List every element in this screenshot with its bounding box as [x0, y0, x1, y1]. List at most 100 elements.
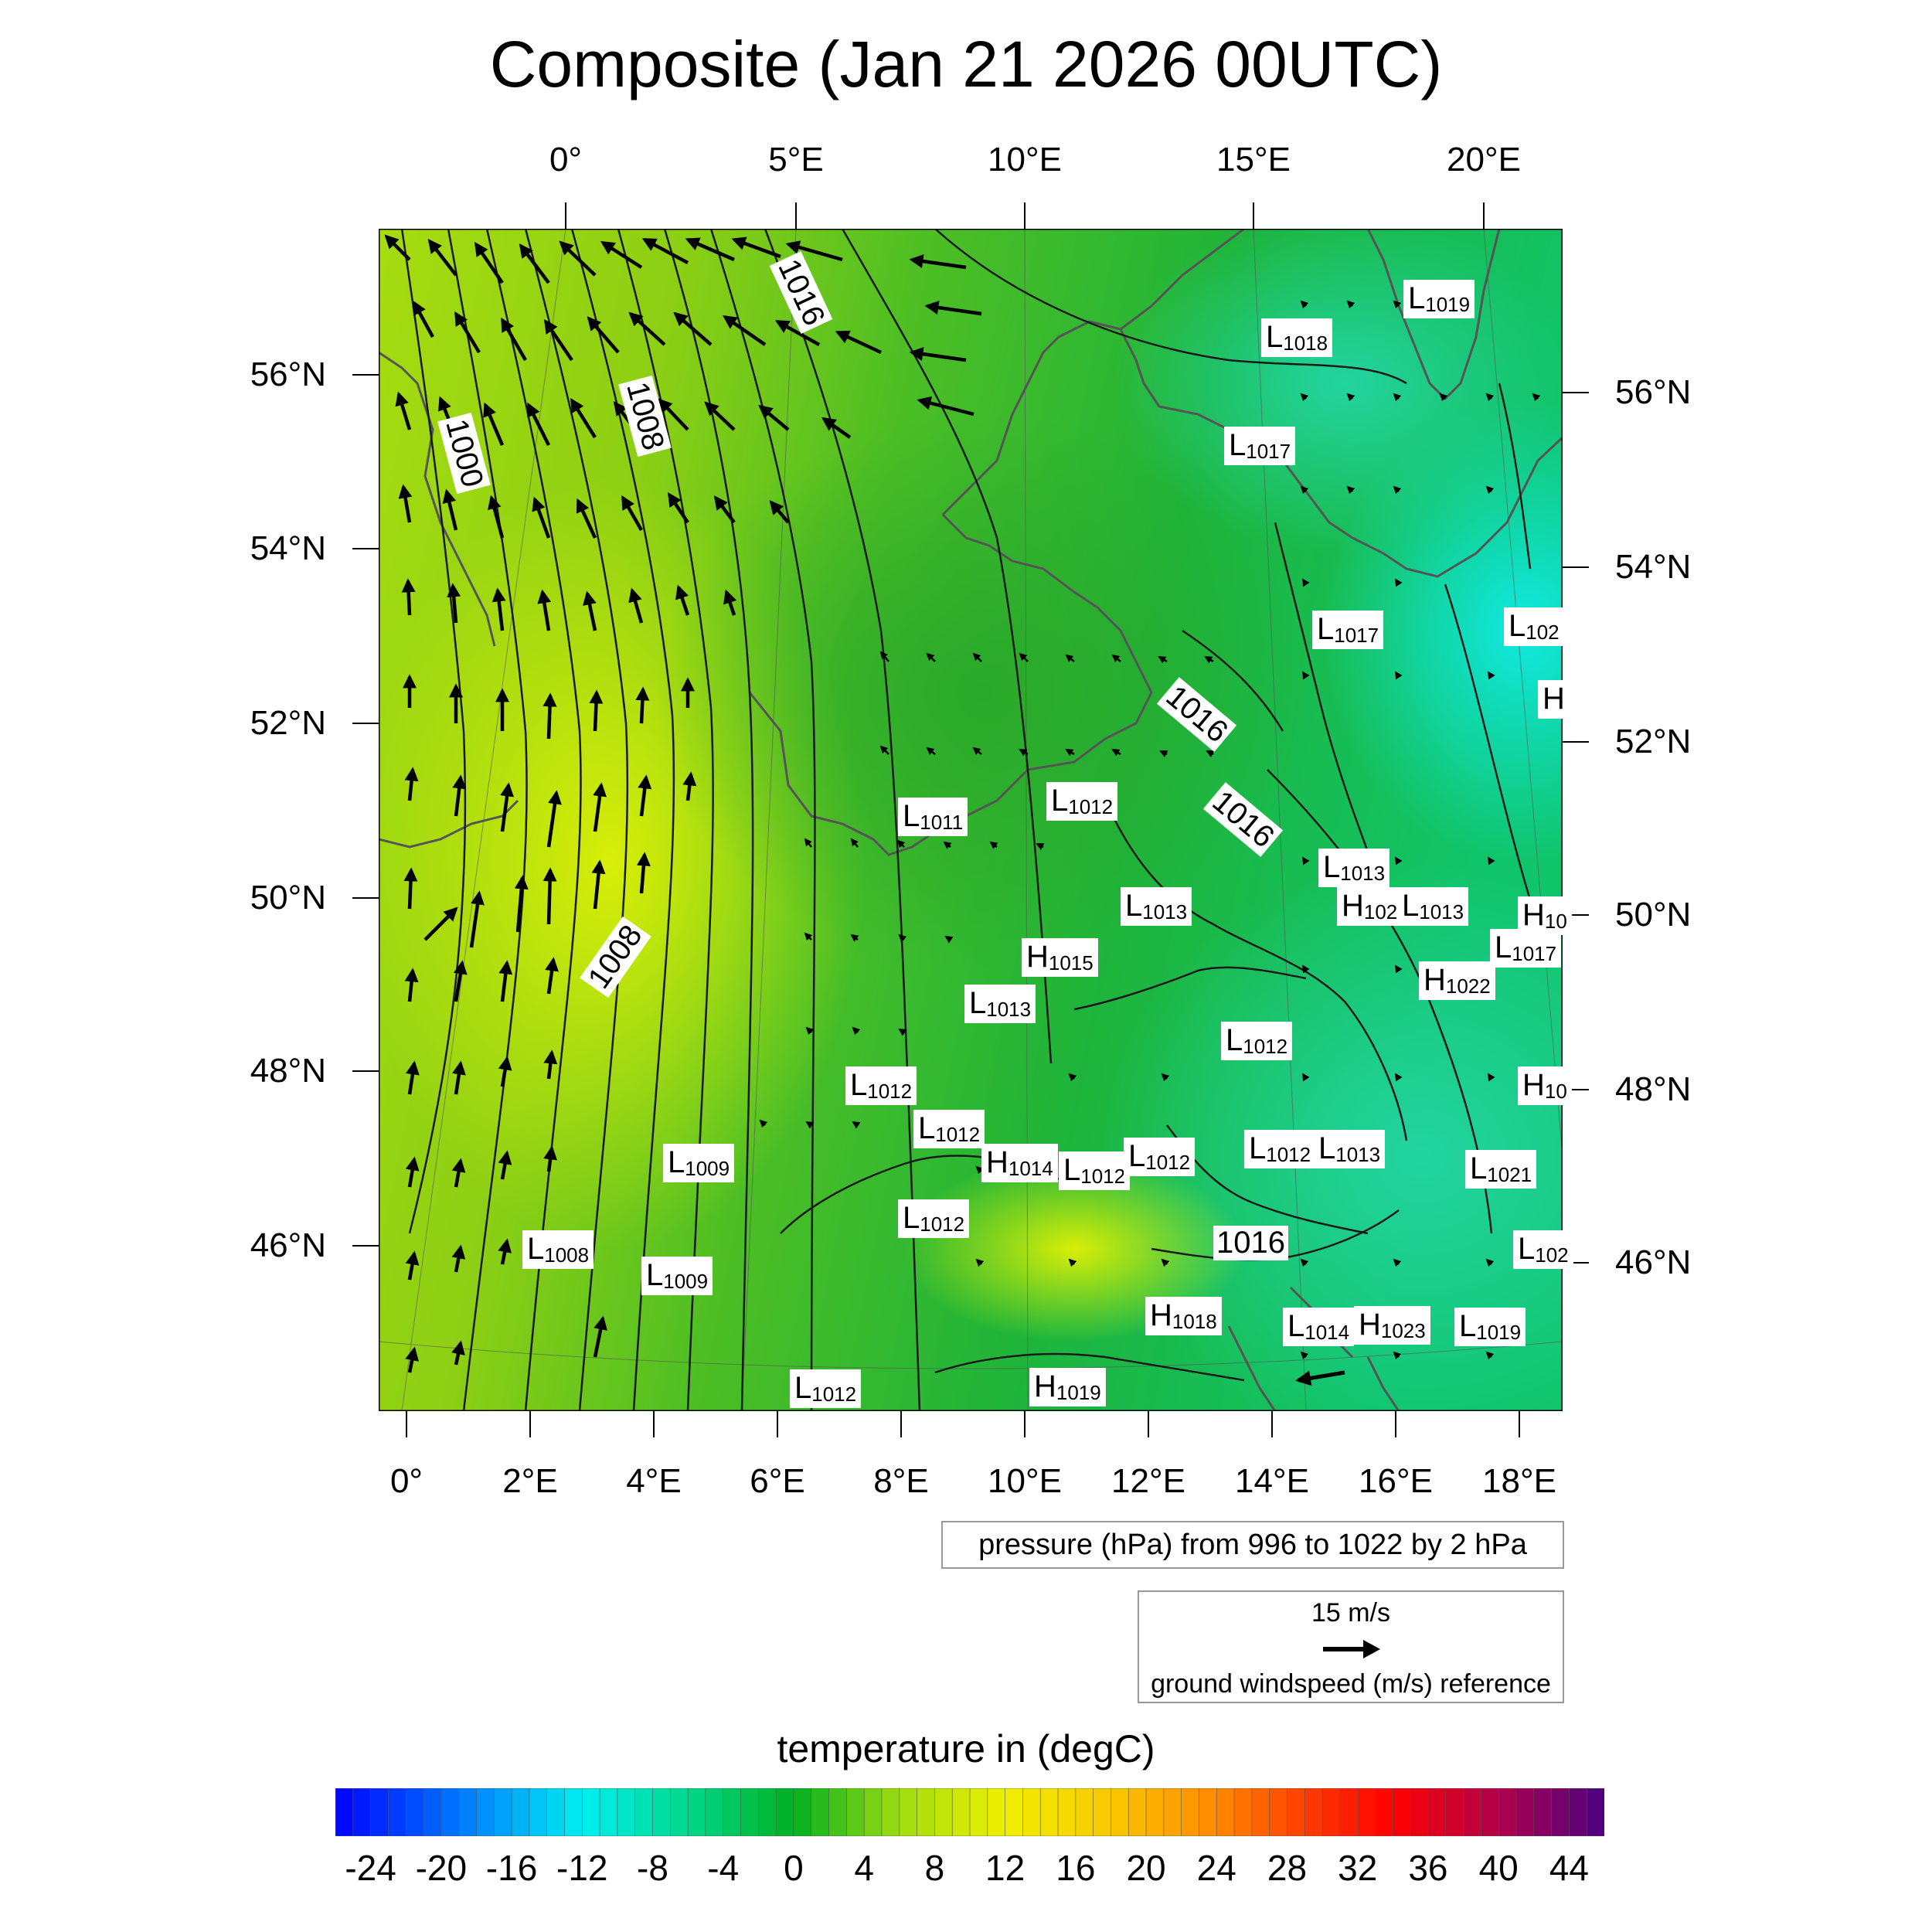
left-lat-label: 56°N: [250, 355, 326, 393]
pressure-value: 1012: [1145, 1151, 1191, 1175]
colorbar-tick-label: -24: [345, 1848, 396, 1888]
colorbar-bin: [1128, 1788, 1147, 1836]
colorbar-bin: [846, 1788, 866, 1836]
colorbar-bin: [1251, 1788, 1270, 1836]
colorbar-bin: [1410, 1788, 1429, 1836]
bottom-lon-label: 4°E: [626, 1462, 682, 1500]
pressure-center-low: L1021: [1465, 1150, 1537, 1189]
right-lat-label: 48°N: [1615, 1070, 1692, 1108]
pressure-type: L: [1323, 850, 1341, 884]
colorbar-bin: [740, 1788, 760, 1836]
colorbar-bin: [899, 1788, 918, 1836]
colorbar-bin: [1304, 1788, 1324, 1836]
pressure-value: 102: [1526, 621, 1560, 645]
colorbar-tick-label: 8: [924, 1848, 945, 1888]
colorbar-bin: [1445, 1788, 1464, 1836]
colorbar-bin: [934, 1788, 954, 1836]
pressure-type: L: [1408, 281, 1426, 315]
pressure-type: L: [918, 1111, 936, 1145]
pressure-center-low: L1017: [1490, 929, 1562, 968]
colorbar-bin: [1181, 1788, 1200, 1836]
colorbar-bin: [1498, 1788, 1517, 1836]
temperature-colorbar: [335, 1788, 1604, 1836]
pressure-type: L: [1128, 1139, 1146, 1173]
pressure-value: 1013: [986, 998, 1032, 1022]
colorbar-bin: [1357, 1788, 1376, 1836]
colorbar-tick-label: 40: [1478, 1848, 1519, 1888]
colorbar-tick-label: 0: [784, 1848, 804, 1888]
colorbar-tick-label: 32: [1338, 1848, 1378, 1888]
pressure-type: H: [1423, 963, 1446, 997]
pressure-center-low: L1012: [1059, 1151, 1131, 1191]
pressure-value: 1009: [663, 1270, 709, 1294]
top-lon-label: 10°E: [988, 141, 1062, 179]
pressure-center-low: L1012: [845, 1066, 917, 1106]
pressure-center-low: L1012: [1046, 782, 1118, 821]
pressure-type: L: [1125, 889, 1143, 923]
colorbar-tick-label: 36: [1408, 1848, 1448, 1888]
colorbar-bin: [1287, 1788, 1306, 1836]
reference-caption: ground windspeed (m/s) reference: [1151, 1669, 1551, 1699]
pressure-center-low: L1017: [1312, 611, 1384, 650]
pressure-type: L: [903, 1201, 920, 1235]
left-lat-label: 50°N: [250, 879, 326, 917]
pressure-type: H: [1026, 940, 1049, 974]
bottom-lon-label: 6°E: [750, 1462, 805, 1500]
pressure-type: H: [1522, 898, 1545, 932]
colorbar-bin: [1111, 1788, 1130, 1836]
left-lat-label: 52°N: [250, 704, 326, 742]
pressure-type: L: [903, 799, 920, 833]
pressure-value: 1022: [1445, 975, 1491, 998]
bottom-lon-label: 8°E: [873, 1462, 929, 1500]
pressure-value: 1012: [867, 1080, 913, 1104]
wind-vectors: [384, 234, 982, 1373]
colorbar-bin: [951, 1788, 971, 1836]
pressure-value: 1018: [1172, 1310, 1217, 1334]
pressure-type: L: [1402, 889, 1420, 923]
colorbar-bin: [511, 1788, 530, 1836]
pressure-type: L: [1518, 1232, 1536, 1266]
colorbar-tick-label: -20: [415, 1848, 468, 1888]
colorbar-bin: [1039, 1788, 1059, 1836]
pressure-center-low: L102: [1513, 1230, 1573, 1270]
pressure-type: H: [1522, 1068, 1545, 1102]
colorbar-bin: [687, 1788, 706, 1836]
pressure-center-high: H1018: [1145, 1297, 1222, 1336]
pressure-center-low: L1019: [1454, 1308, 1526, 1347]
left-lat-label: 46°N: [250, 1226, 326, 1264]
pressure-center-high: H1019: [1029, 1368, 1106, 1407]
colorbar-bin: [793, 1788, 812, 1836]
pressure-type: L: [1287, 1309, 1305, 1343]
pressure-center-low: L1013: [1318, 849, 1390, 888]
colorbar-bin: [1022, 1788, 1042, 1836]
pressure-value: 1017: [1512, 942, 1557, 966]
colorbar-bin: [423, 1788, 442, 1836]
pressure-value: 1012: [811, 1383, 857, 1406]
pressure-value: 1018: [1283, 332, 1328, 355]
colorbar-title: temperature in (degC): [777, 1727, 1155, 1770]
pressure-value: 1013: [1142, 900, 1188, 924]
pressure-type: L: [850, 1068, 868, 1102]
colorbar-bin: [1463, 1788, 1482, 1836]
pressure-type: L: [1226, 1023, 1243, 1057]
right-lat-label: 54°N: [1615, 548, 1692, 586]
pressure-center-low: L1012: [913, 1110, 985, 1149]
pressure-type: L: [1318, 1131, 1336, 1165]
colorbar-bin: [1005, 1788, 1024, 1836]
pressure-value: 1014: [1304, 1321, 1350, 1345]
pressure-center-low: L102: [1504, 607, 1564, 647]
reference-speed-label: 15 m/s: [1311, 1598, 1391, 1628]
pressure-type: L: [646, 1258, 664, 1292]
bottom-lon-label: 2°E: [502, 1462, 558, 1500]
pressure-type: L: [969, 986, 987, 1020]
pressure-center-low: L1013: [1314, 1130, 1386, 1169]
pressure-type: L: [668, 1145, 685, 1179]
wind-vectors-strong-southeast: [1295, 1370, 1345, 1386]
pressure-center-low: L1009: [641, 1257, 713, 1296]
colorbar-bin: [1269, 1788, 1288, 1836]
pressure-center-high: H10: [1518, 896, 1572, 936]
colorbar-bin: [1145, 1788, 1165, 1836]
pressure-center-low: L1018: [1261, 318, 1333, 358]
temperature-pressure-map: 1000 1008 1016 1008 1016 1016 1016 L1019…: [355, 213, 1747, 1450]
colorbar-bin: [758, 1788, 777, 1836]
